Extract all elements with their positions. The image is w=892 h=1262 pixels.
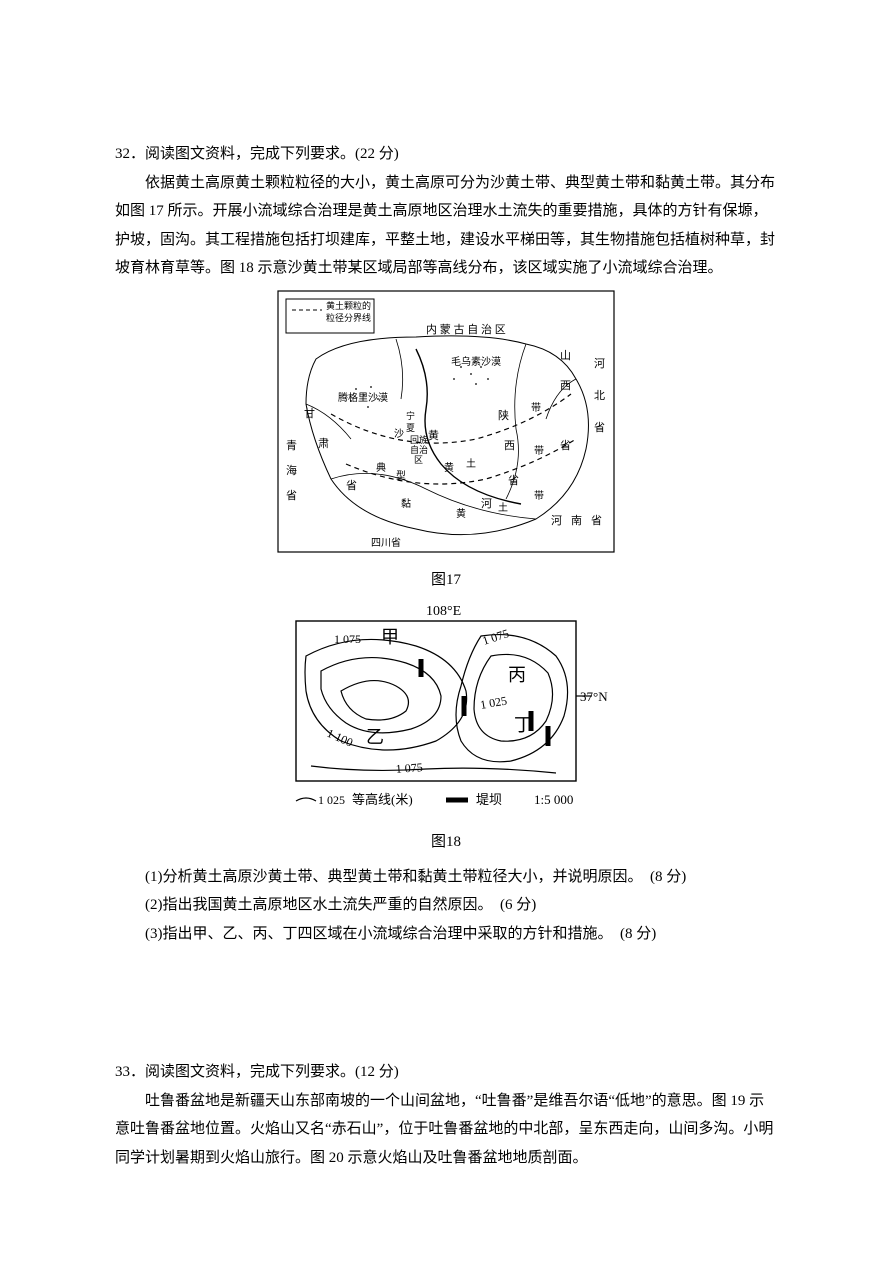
q33-title: 阅读图文资料，完成下列要求。(12 分) <box>145 1064 399 1080</box>
fig17-legend-l1: 黄土颗粒的 <box>326 300 371 311</box>
q32-sub2: (2)指出我国黄土高原地区水土流失严重的自然原因。 (6 分) <box>115 891 777 920</box>
svg-text:河: 河 <box>594 357 605 370</box>
svg-text:夏: 夏 <box>406 423 415 433</box>
svg-text:青: 青 <box>286 439 297 452</box>
svg-text:典: 典 <box>376 461 386 474</box>
figure-18-block: 108°E 37°N 1 075 1 075 1 025 1 100 1 075… <box>115 601 777 827</box>
q32-number: 32． <box>115 146 145 162</box>
svg-text:等高线(米): 等高线(米) <box>352 792 413 807</box>
svg-text:1 075: 1 075 <box>395 760 423 776</box>
q32-heading: 32．阅读图文资料，完成下列要求。(22 分) <box>115 140 777 169</box>
svg-text:带: 带 <box>531 402 541 414</box>
svg-text:北: 北 <box>594 389 605 402</box>
figure-17: 黄土颗粒的 粒径分界线 内 蒙 古 自 治 区 毛乌素沙漠 腾 <box>276 289 616 565</box>
svg-text:37°N: 37°N <box>580 689 608 704</box>
svg-text:西: 西 <box>560 380 571 392</box>
svg-text:四川省: 四川省 <box>371 536 401 549</box>
svg-text:南: 南 <box>571 514 582 527</box>
svg-text:山: 山 <box>560 349 571 362</box>
svg-text:省: 省 <box>594 421 605 434</box>
svg-text:1 075: 1 075 <box>334 632 361 646</box>
svg-text:黄: 黄 <box>428 428 439 442</box>
svg-text:区: 区 <box>414 455 423 465</box>
svg-text:土: 土 <box>498 501 508 514</box>
svg-text:腾格里沙漠: 腾格里沙漠 <box>338 391 388 404</box>
svg-text:乙: 乙 <box>366 727 384 747</box>
svg-text:自治: 自治 <box>410 444 428 455</box>
svg-text:毛乌素沙漠: 毛乌素沙漠 <box>451 355 501 368</box>
svg-text:甘: 甘 <box>304 407 315 420</box>
svg-text:河: 河 <box>551 514 562 527</box>
svg-text:陕: 陕 <box>498 408 509 422</box>
q33-heading: 33．阅读图文资料，完成下列要求。(12 分) <box>115 1058 777 1087</box>
svg-text:省: 省 <box>560 439 571 452</box>
svg-text:1 025: 1 025 <box>318 793 345 807</box>
svg-text:省: 省 <box>508 474 519 487</box>
svg-text:肃: 肃 <box>318 437 329 450</box>
svg-text:带: 带 <box>534 445 544 457</box>
svg-text:省: 省 <box>591 514 602 527</box>
svg-text:沙: 沙 <box>394 428 404 440</box>
svg-text:甲: 甲 <box>381 627 399 647</box>
svg-text:型: 型 <box>396 469 406 482</box>
svg-text:内 蒙 古 自 治 区: 内 蒙 古 自 治 区 <box>426 322 506 336</box>
svg-text:丙: 丙 <box>508 665 526 685</box>
q33-number: 33． <box>115 1064 145 1080</box>
svg-text:黏: 黏 <box>401 497 411 510</box>
q32-paragraph: 依据黄土高原黄土颗粒粒径的大小，黄土高原可分为沙黄土带、典型黄土带和黏黄土带。其… <box>115 169 777 283</box>
svg-text:堤坝: 堤坝 <box>476 792 502 807</box>
svg-text:河: 河 <box>481 497 492 510</box>
svg-text:回族: 回族 <box>410 434 428 445</box>
svg-text:黄: 黄 <box>456 507 466 520</box>
q33-paragraph: 吐鲁番盆地是新疆天山东部南坡的一个山间盆地，“吐鲁番”是维吾尔语“低地”的意思。… <box>115 1087 777 1173</box>
q32-title: 阅读图文资料，完成下列要求。(22 分) <box>145 146 399 162</box>
figure-18: 108°E 37°N 1 075 1 075 1 025 1 100 1 075… <box>276 601 616 827</box>
svg-text:带: 带 <box>534 490 544 502</box>
svg-text:土: 土 <box>466 457 476 470</box>
svg-text:宁: 宁 <box>406 410 415 421</box>
svg-text:海: 海 <box>286 463 297 477</box>
spacer <box>115 948 777 1058</box>
figure-18-caption: 图18 <box>115 828 777 857</box>
q32-sub1: (1)分析黄土高原沙黄土带、典型黄土带和黏黄土带粒径大小，并说明原因。 (8 分… <box>115 863 777 892</box>
figure-17-block: 黄土颗粒的 粒径分界线 内 蒙 古 自 治 区 毛乌素沙漠 腾 <box>115 289 777 565</box>
svg-text:1:5 000: 1:5 000 <box>534 792 573 807</box>
q32-sub3: (3)指出甲、乙、丙、丁四区域在小流域综合治理中采取的方针和措施。 (8 分) <box>115 920 777 949</box>
figure-17-caption: 图17 <box>115 566 777 595</box>
svg-text:108°E: 108°E <box>426 604 461 619</box>
svg-text:省: 省 <box>346 479 357 492</box>
svg-text:省: 省 <box>286 489 297 502</box>
fig17-legend-l2: 粒径分界线 <box>326 312 371 323</box>
svg-text:西: 西 <box>504 440 515 452</box>
